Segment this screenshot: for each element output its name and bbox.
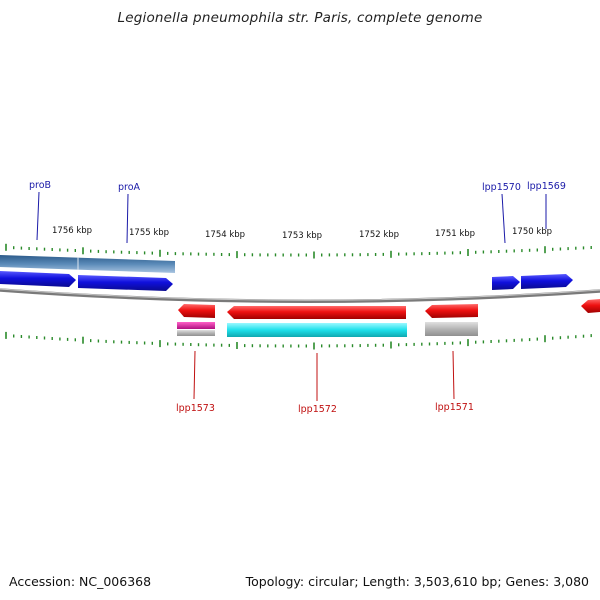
inner-tick-track bbox=[5, 331, 592, 350]
label-leader-lpp1571 bbox=[452, 350, 455, 400]
gene-label-lpp1569[interactable]: lpp1569 bbox=[527, 181, 566, 192]
gene-arrow-lpp1571[interactable] bbox=[425, 304, 478, 318]
tick-label-1750: 1750 kbp bbox=[512, 227, 552, 237]
label-leader-proA bbox=[126, 193, 129, 244]
genome-backbone bbox=[0, 288, 600, 304]
feature-band-magenta bbox=[177, 322, 215, 329]
genome-backbone-highlight bbox=[0, 288, 600, 301]
outer-tick-track bbox=[5, 243, 592, 259]
tick-label-1755: 1755 kbp bbox=[129, 228, 169, 238]
gene-label-lpp1571[interactable]: lpp1571 bbox=[435, 402, 474, 413]
tick-label-1756: 1756 kbp bbox=[52, 226, 92, 236]
tick-label-1752: 1752 kbp bbox=[359, 230, 399, 240]
gene-label-proA[interactable]: proA bbox=[118, 182, 141, 193]
tick-label-1754: 1754 kbp bbox=[205, 230, 245, 240]
gene-arrow-lpp1569[interactable] bbox=[521, 274, 573, 289]
tick-label-1751: 1751 kbp bbox=[435, 229, 475, 239]
gene-label-proB[interactable]: proB bbox=[29, 180, 51, 191]
gene-label-lpp1573[interactable]: lpp1573 bbox=[176, 403, 215, 414]
feature-band-grey-left bbox=[177, 330, 215, 336]
genome-summary-text: Topology: circular; Length: 3,503,610 bp… bbox=[245, 574, 589, 589]
gene-arrow-lpp1570[interactable] bbox=[492, 276, 520, 290]
gene-arrow-lpp1573[interactable] bbox=[178, 304, 215, 318]
tick-label-1753: 1753 kbp bbox=[282, 231, 322, 241]
accession-text: Accession: NC_006368 bbox=[9, 574, 152, 589]
gene-arrow-proB[interactable] bbox=[0, 271, 76, 287]
label-leader-lpp1573 bbox=[193, 350, 196, 400]
feature-band-cyan bbox=[227, 323, 407, 337]
operon-band bbox=[0, 255, 175, 273]
gene-arrow-partial-right[interactable] bbox=[581, 299, 600, 313]
label-leader-proB bbox=[36, 191, 40, 241]
gene-label-lpp1570[interactable]: lpp1570 bbox=[482, 182, 521, 193]
feature-band-grey-right bbox=[425, 322, 478, 336]
gene-arrow-proA[interactable] bbox=[78, 275, 173, 291]
genome-title: Legionella pneumophila str. Paris, compl… bbox=[117, 10, 483, 26]
gene-label-lpp1572[interactable]: lpp1572 bbox=[298, 404, 337, 415]
label-leader-lpp1570 bbox=[501, 193, 506, 244]
gene-arrow-lpp1572[interactable] bbox=[227, 306, 406, 319]
